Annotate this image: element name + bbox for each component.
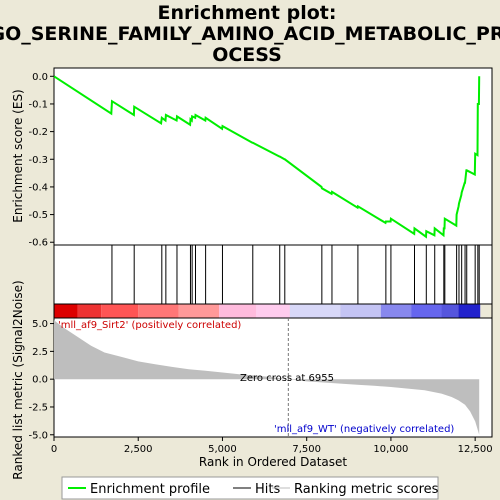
positive-label: 'mll_af9_Sirt2' (positively correlated) (58, 320, 241, 331)
es-tick-label: -0.1 (28, 99, 48, 110)
title-line-1: Enrichment plot: (158, 2, 337, 24)
es-tick-label: -0.6 (28, 238, 48, 249)
x-tick-label: 0 (51, 444, 57, 455)
x-tick-label: 2,500 (124, 444, 153, 455)
heatmap-segment (77, 304, 102, 318)
metric-tick-label: -2.5 (28, 402, 48, 413)
metric-ylabel: Ranked list metric (Signal2Noise) (11, 280, 25, 479)
heatmap-segment (138, 304, 179, 318)
es-tick-label: -0.5 (28, 210, 48, 221)
title-line-3: OCESS (212, 44, 282, 66)
x-tick-label: 12,500 (458, 444, 493, 455)
es-tick-label: -0.4 (28, 182, 48, 193)
es-panel (53, 67, 493, 246)
x-tick-label: 10,000 (373, 444, 408, 455)
hit-marks (111, 245, 480, 304)
x-tick-label: 7,500 (292, 444, 321, 455)
es-tick-label: -0.2 (28, 127, 48, 138)
heatmap-segment (289, 304, 341, 318)
legend-es-label: Enrichment profile (90, 482, 210, 497)
metric-tick-label: 0.0 (32, 375, 48, 386)
heatmap-segment (458, 304, 481, 318)
metric-axis-ticks: 5.0 2.5 0.0 -2.5 -5.0 (28, 319, 54, 441)
heatmap-segment (340, 304, 381, 318)
heatmap-segment (380, 304, 412, 318)
heatmap-segment (178, 304, 220, 318)
rank-heatmap (54, 304, 481, 318)
legend-hits-label: Hits (255, 482, 280, 497)
heatmap-segment (54, 304, 78, 318)
zero-cross-label: Zero cross at 6955 (240, 373, 334, 384)
metric-area (54, 320, 480, 435)
hits-panel (53, 244, 493, 305)
es-line (53, 75, 481, 239)
metric-tick-label: -5.0 (28, 430, 48, 441)
title-line-2: GO_SERINE_FAMILY_AMINO_ACID_METABOLIC_PR (0, 23, 500, 45)
legend: Enrichment profile Hits Ranking metric s… (61, 476, 439, 500)
es-ylabel: Enrichment score (ES) (11, 89, 25, 222)
es-axis-ticks: 0.0 -0.1 -0.2 -0.3 -0.4 -0.5 -0.6 (28, 72, 54, 249)
heatmap-segment (441, 304, 459, 318)
heatmap-segment (256, 304, 290, 318)
metric-tick-label: 2.5 (32, 347, 48, 358)
metric-tick-label: 5.0 (32, 319, 48, 330)
heatmap-segment (219, 304, 257, 318)
x-axis-label: Rank in Ordered Dataset (199, 455, 347, 469)
x-axis-ticks: 0 2,500 5,000 7,500 10,000 12,500 (51, 437, 493, 455)
es-tick-label: -0.3 (28, 155, 48, 166)
heatmap-segment (101, 304, 139, 318)
x-tick-label: 5,000 (208, 444, 237, 455)
heatmap-segment (411, 304, 442, 318)
legend-metric-label: Ranking metric scores (294, 482, 439, 497)
negative-label: 'mll_af9_WT' (negatively correlated) (274, 424, 454, 435)
es-tick-label: 0.0 (32, 72, 48, 83)
